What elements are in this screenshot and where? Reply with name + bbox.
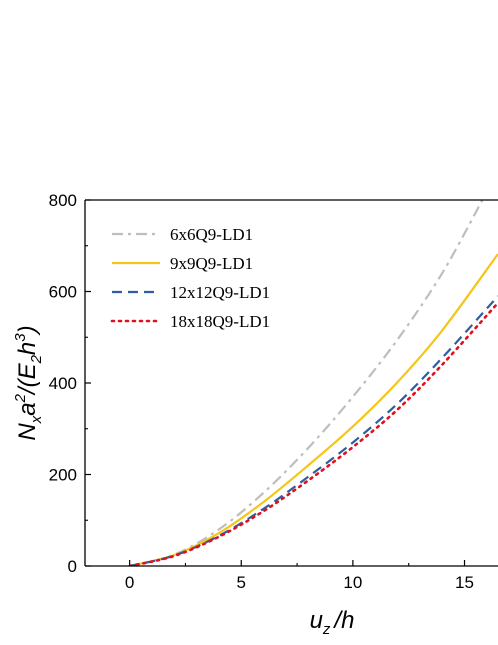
legend-label-4: 18x18Q9-LD1 bbox=[170, 312, 270, 331]
x-tick-label: 5 bbox=[237, 573, 246, 592]
x-tick-label: 0 bbox=[125, 573, 134, 592]
plot-content bbox=[128, 200, 498, 566]
y-tick-label: 200 bbox=[49, 466, 77, 485]
y-tick-label: 0 bbox=[68, 557, 77, 576]
x-tick-label: 10 bbox=[343, 573, 362, 592]
y-tick-label: 600 bbox=[49, 283, 77, 302]
x-tick-label: 15 bbox=[455, 573, 474, 592]
legend-label-2: 9x9Q9-LD1 bbox=[170, 254, 253, 273]
legend-label-3: 12x12Q9-LD1 bbox=[170, 283, 270, 302]
series-line-1 bbox=[129, 200, 484, 566]
y-tick-label: 400 bbox=[49, 374, 77, 393]
y-axis-title: Nxa2/(E2h3) bbox=[12, 325, 45, 440]
series-line-4 bbox=[128, 301, 498, 566]
series-line-3 bbox=[129, 295, 498, 566]
axes: 0 5 10 15 0 200 400 600 800 bbox=[49, 191, 498, 592]
legend-label-1: 6x6Q9-LD1 bbox=[170, 225, 253, 244]
x-axis-title: uz/h bbox=[310, 607, 355, 638]
series-line-2 bbox=[129, 253, 498, 566]
y-tick-label: 800 bbox=[49, 191, 77, 210]
legend: 6x6Q9-LD1 9x9Q9-LD1 12x12Q9-LD1 18x18Q9-LD1 bbox=[110, 225, 270, 331]
